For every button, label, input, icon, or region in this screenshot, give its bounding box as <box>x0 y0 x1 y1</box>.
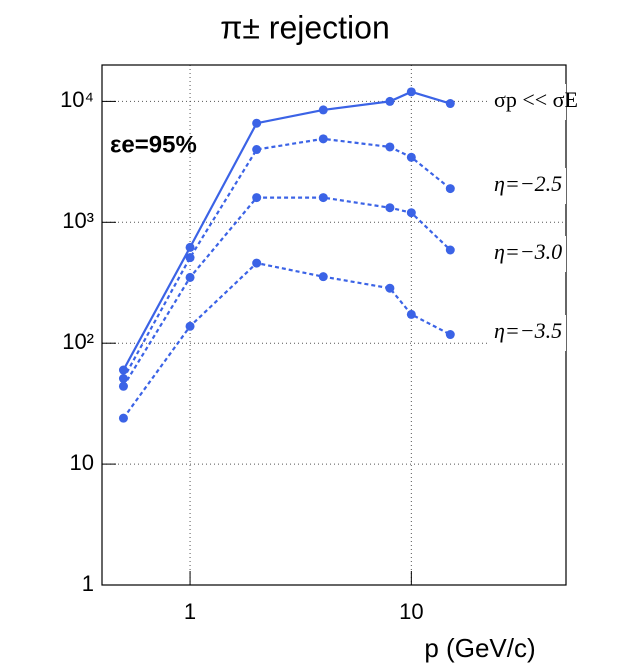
data-point <box>385 96 395 106</box>
legend-bg <box>490 315 566 351</box>
legend-label: η=−2.5 <box>494 171 562 196</box>
data-point <box>185 242 195 252</box>
data-point <box>252 258 262 268</box>
data-point <box>445 99 455 109</box>
data-point <box>318 272 328 282</box>
data-point <box>385 283 395 293</box>
data-point <box>406 152 416 162</box>
x-tick-label: 10 <box>399 599 423 624</box>
data-point <box>406 87 416 97</box>
y-tick-label: 1 <box>82 571 94 596</box>
data-point <box>185 253 195 263</box>
data-point <box>252 118 262 128</box>
data-point <box>318 193 328 203</box>
data-point <box>445 184 455 194</box>
annotation: εe=95% <box>110 131 197 158</box>
x-tick-label: 1 <box>184 599 196 624</box>
data-point <box>118 365 128 375</box>
legend-bg <box>490 84 566 120</box>
data-point <box>445 330 455 340</box>
legend-label: η=−3.5 <box>494 318 562 343</box>
series-line <box>122 196 452 387</box>
data-point <box>445 245 455 255</box>
data-point <box>252 145 262 155</box>
legend-label: σp << σE <box>494 87 578 112</box>
legend-bg <box>490 236 566 272</box>
data-point <box>118 413 128 423</box>
chart-title: π± rejection <box>220 9 389 45</box>
y-tick-label: 10³ <box>62 208 94 233</box>
data-point <box>406 309 416 319</box>
x-axis-label: p (GeV/c) <box>424 633 535 663</box>
data-point <box>185 321 195 331</box>
data-point <box>318 105 328 115</box>
data-point <box>385 142 395 152</box>
y-tick-label: 10² <box>62 329 94 354</box>
data-point <box>385 203 395 213</box>
series-line <box>122 261 451 419</box>
data-point <box>252 193 262 203</box>
data-point <box>318 134 328 144</box>
legend-label: η=−3.0 <box>494 239 562 264</box>
data-point <box>118 381 128 391</box>
data-point <box>185 272 195 282</box>
series-line <box>122 137 451 380</box>
y-tick-label: 10 <box>70 450 94 475</box>
data-point <box>118 374 128 384</box>
legend-bg <box>490 168 566 204</box>
y-tick-label: 10⁴ <box>60 87 94 112</box>
data-point <box>406 208 416 218</box>
